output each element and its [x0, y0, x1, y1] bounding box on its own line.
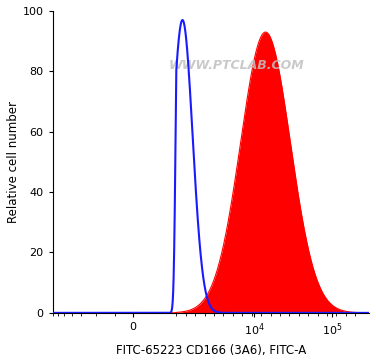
X-axis label: FITC-65223 CD166 (3A6), FITC-A: FITC-65223 CD166 (3A6), FITC-A — [116, 344, 306, 357]
Y-axis label: Relative cell number: Relative cell number — [7, 101, 20, 223]
Text: WWW.PTCLAB.COM: WWW.PTCLAB.COM — [168, 59, 304, 72]
